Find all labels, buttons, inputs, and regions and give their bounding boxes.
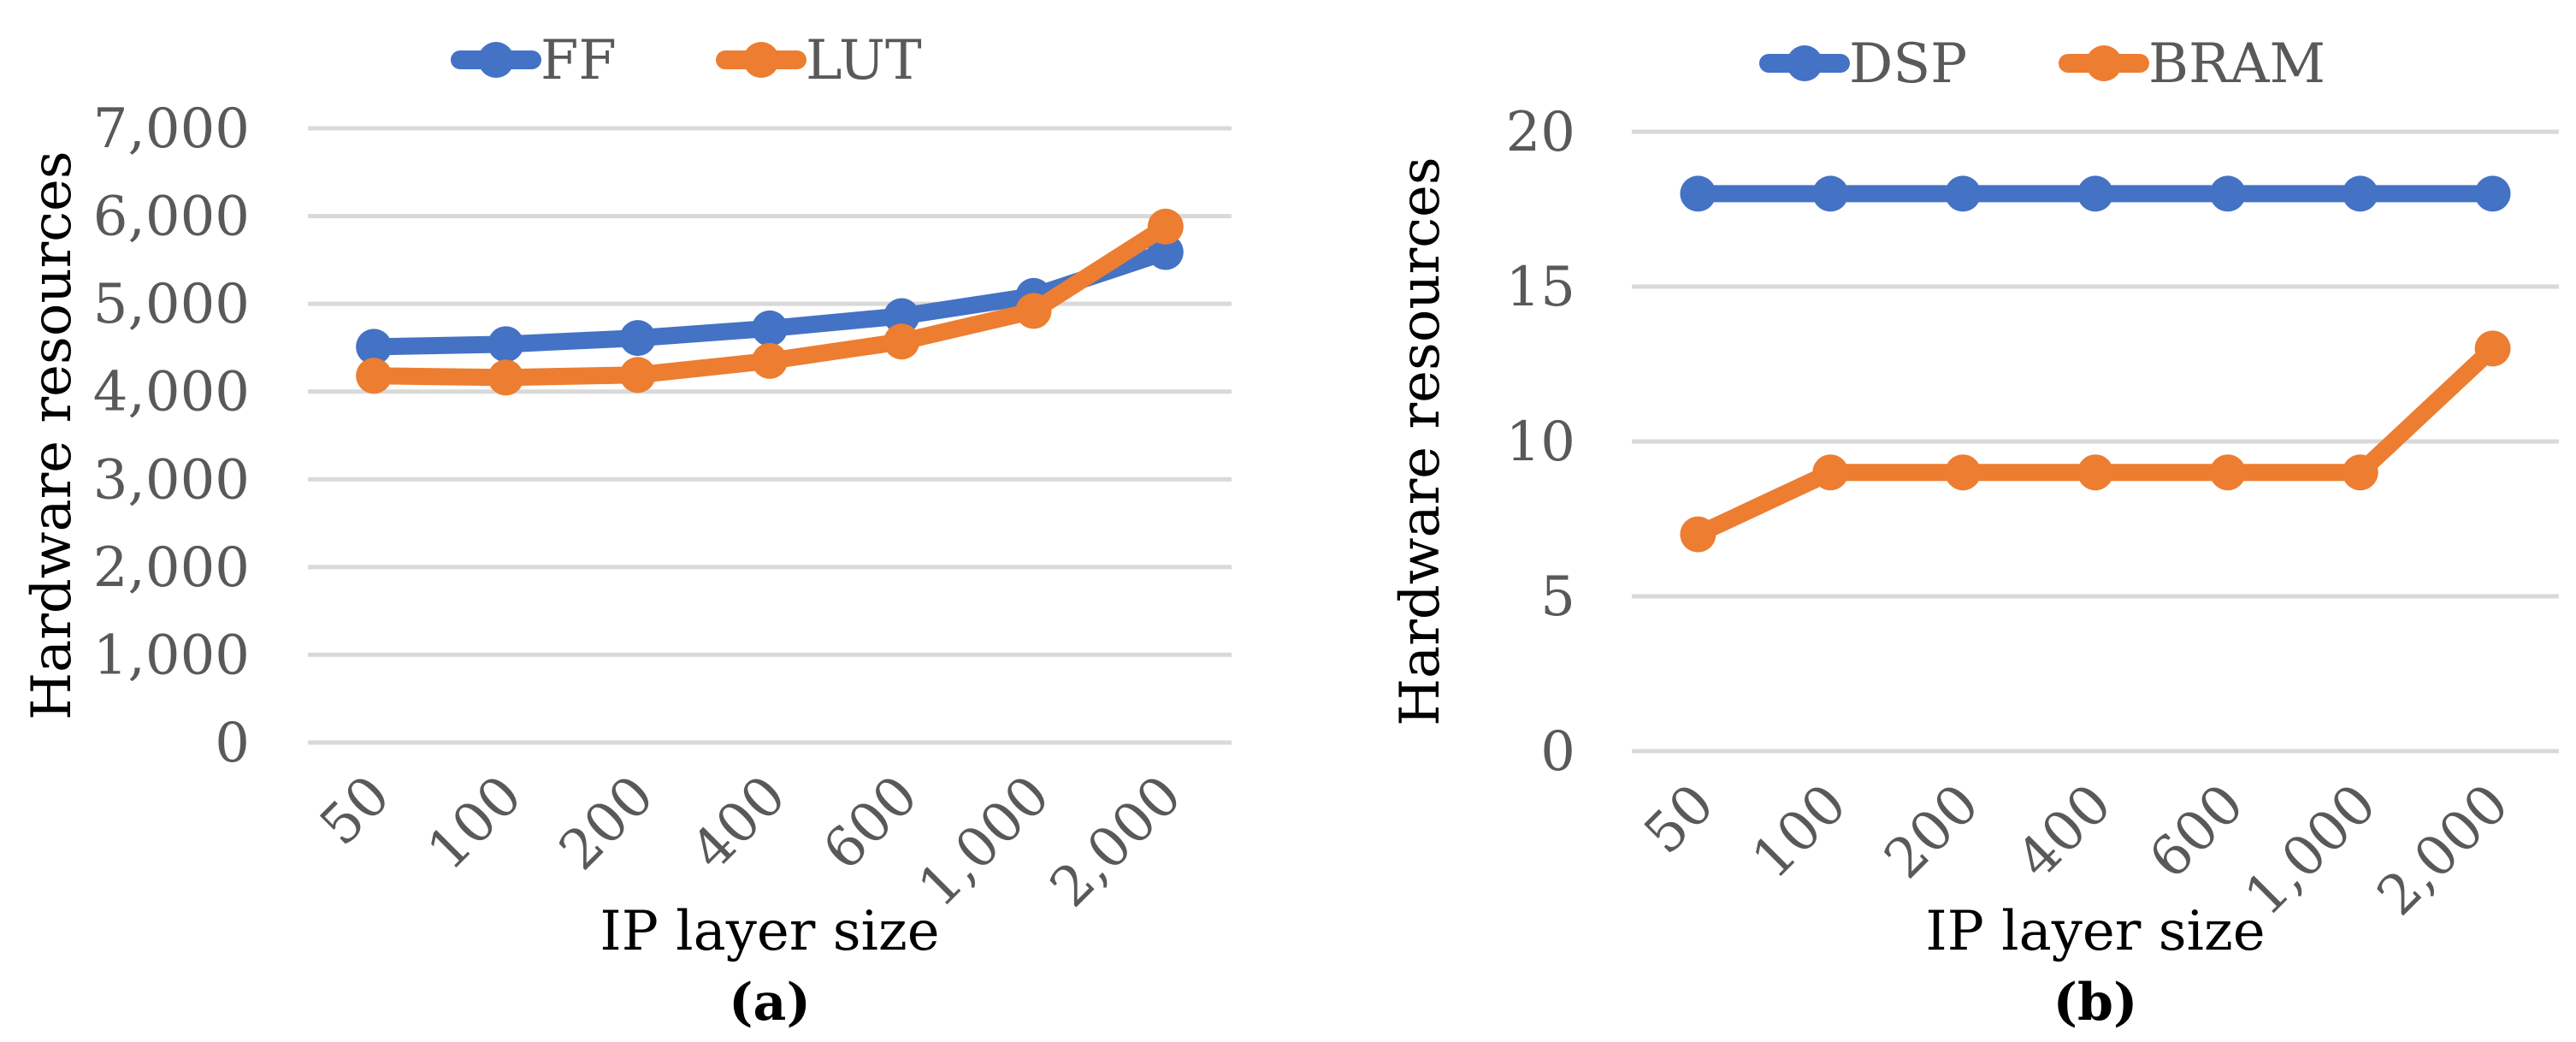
legend: FF LUT (451, 29, 922, 92)
y-tick-labels: 0 1,000 2,000 3,000 4,000 5,000 6,000 7,000 (93, 98, 250, 775)
data-point (1147, 208, 1184, 245)
data-point (2209, 454, 2246, 491)
data-point (1812, 454, 1849, 491)
y-tick-label: 6,000 (93, 186, 250, 249)
legend-label: FF (541, 29, 617, 92)
y-axis-title: Hardware resources (1389, 157, 1452, 726)
data-point (2077, 454, 2113, 491)
data-point (883, 323, 920, 360)
series-DSP (1680, 175, 2511, 212)
data-point (1147, 234, 1184, 270)
y-tick-labels: 0 5 10 15 20 (1506, 101, 1575, 784)
data-point (1945, 454, 1982, 491)
y-tick-label: 15 (1506, 256, 1575, 319)
y-tick-label: 5 (1540, 565, 1575, 629)
legend-label: DSP (1849, 33, 1967, 96)
legend-entry-1: DSP (1759, 33, 1967, 96)
y-tick-label: 3,000 (93, 448, 250, 512)
data-point (487, 359, 524, 396)
y-tick-label: 10 (1506, 411, 1575, 474)
y-tick-label: 2,000 (93, 536, 250, 600)
series-BRAM (1680, 330, 2511, 553)
data-point (1015, 293, 1052, 329)
data-point (2474, 330, 2511, 367)
y-tick-label: 1,000 (93, 624, 250, 687)
legend: DSP BRAM (1759, 33, 2325, 96)
data-point (487, 326, 524, 363)
data-point (2342, 454, 2378, 491)
panel-caption: (b) (2053, 973, 2138, 1033)
data-point (1945, 175, 1982, 212)
legend-label: LUT (806, 29, 922, 92)
data-point (883, 298, 920, 335)
y-tick-label: 5,000 (93, 273, 250, 336)
data-point (356, 358, 393, 394)
y-tick-label: 0 (1540, 720, 1575, 784)
data-point (752, 310, 788, 346)
series-lines (356, 208, 1184, 396)
data-point (2077, 175, 2113, 212)
series-LUT (356, 208, 1184, 396)
legend-entry-2: LUT (716, 29, 922, 92)
data-point (356, 329, 393, 365)
gridlines (308, 126, 1232, 745)
y-tick-label: 7,000 (93, 98, 250, 161)
data-point (1812, 175, 1849, 212)
data-point (619, 320, 656, 357)
y-tick-label: 4,000 (93, 361, 250, 424)
data-point (2474, 175, 2511, 212)
y-axis-title: Hardware resources (21, 151, 84, 720)
data-point (1680, 516, 1716, 553)
legend-entry-1: FF (451, 29, 617, 92)
x-axis-title: IP layer size (1925, 900, 2265, 963)
series-lines (1680, 175, 2511, 553)
panel-caption: (a) (729, 973, 811, 1033)
x-axis-title: IP layer size (600, 900, 939, 963)
data-point (2209, 175, 2246, 212)
data-point (2342, 175, 2378, 212)
legend-label: BRAM (2148, 33, 2325, 96)
data-point (1680, 175, 1716, 212)
legend-entry-2: BRAM (2059, 33, 2325, 96)
y-tick-label: 0 (215, 712, 250, 775)
y-tick-label: 20 (1506, 101, 1575, 164)
data-point (752, 342, 788, 379)
data-point (619, 357, 656, 394)
